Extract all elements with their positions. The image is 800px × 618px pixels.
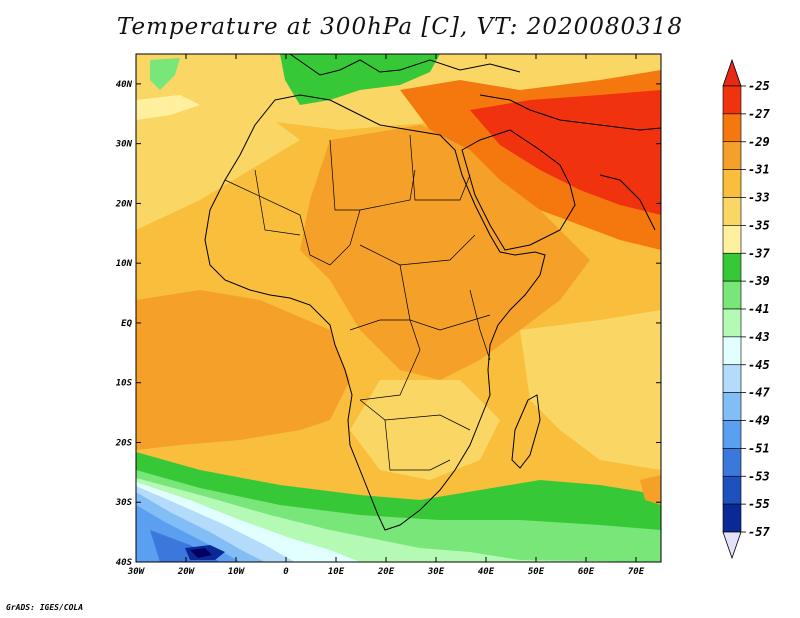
colorbar-segment (722, 475, 742, 505)
colorbar-segment (722, 113, 742, 143)
colorbar-low-end-triangle (722, 531, 742, 560)
lon-label: 70E (628, 567, 645, 577)
lon-label: 30E (427, 567, 445, 577)
colorbar-label: -51 (748, 441, 770, 455)
map-title: Temperature at 300hPa [C], VT: 202008031… (116, 14, 684, 40)
lon-label: 20E (377, 567, 395, 577)
lon-label: 20W (177, 567, 196, 577)
colorbar-label: -31 (748, 163, 770, 177)
colorbar-label: -55 (748, 497, 770, 511)
lat-label: 40S (116, 558, 133, 568)
colorbar-segment (722, 448, 742, 477)
colorbar-segment (722, 308, 742, 338)
colorbar-segment (722, 169, 742, 198)
colorbar-labels: -25 -27 -29 -31 -33 -35 -37 -39 -41 -43 -45 -47 -49 -… (741, 79, 770, 539)
colorbar-segment (722, 85, 742, 115)
colorbar-segment (722, 503, 742, 533)
lon-label: 10W (228, 567, 246, 577)
colorbar-high-end-triangle (722, 58, 742, 87)
lat-label: 10S (116, 379, 133, 389)
colorbar-label: -39 (748, 274, 770, 288)
colorbar-label: -41 (748, 302, 770, 316)
lat-label: 40N (116, 80, 133, 90)
lon-label: 30W (127, 567, 146, 577)
colorbar-label: -37 (748, 246, 770, 260)
lon-label: 50E (528, 567, 545, 577)
lon-label: 10E (328, 567, 345, 577)
lon-label: 40E (478, 567, 495, 577)
lat-label: 10N (116, 259, 133, 269)
colorbar-segment (722, 141, 742, 170)
lon-label: 0 (283, 567, 289, 577)
lat-label: 30S (115, 498, 133, 508)
colorbar-label: -33 (748, 191, 770, 205)
map-frame (135, 53, 662, 563)
lat-label: 30N (115, 140, 133, 150)
longitude-labels: 30W 20W 10W 0 10E 20E 30E 40E 50E 60E 70E (127, 567, 645, 577)
colorbar-label: -49 (748, 414, 770, 428)
colorbar-segment (722, 280, 742, 310)
temperature-field (136, 54, 661, 562)
latitude-labels: 40N 30N 20N 10N EQ 10S 20S 30S 40S (115, 80, 133, 568)
colorbar-segment (722, 420, 742, 449)
colorbar-label: -47 (748, 386, 770, 400)
colorbar-segment (722, 364, 742, 393)
colorbar-segment (722, 336, 742, 366)
colorbar-segment (722, 197, 742, 226)
lat-label: 20N (115, 199, 133, 209)
colorbar-label: -35 (748, 218, 770, 232)
colorbar-segment (722, 392, 742, 421)
lon-label: 60E (578, 567, 595, 577)
lat-label: 20S (115, 438, 133, 448)
country-borders (224, 134, 491, 471)
colorbar-label: -53 (748, 469, 770, 483)
colorbar-label: -57 (748, 525, 770, 539)
colorbar-label: -29 (748, 135, 770, 149)
lat-label: EQ (121, 319, 132, 329)
colorbar-label: -45 (748, 358, 770, 372)
colorbar-segment (722, 225, 742, 254)
colorbar-segment (722, 252, 742, 282)
colorbar (722, 58, 742, 560)
colorbar-label: -25 (748, 79, 770, 93)
colorbar-label: -27 (748, 107, 770, 121)
colorbar-label: -43 (748, 330, 770, 344)
coastline-outlines (204, 54, 661, 531)
axis-ticks (135, 54, 661, 563)
grads-credit: GrADS: IGES/COLA (6, 603, 84, 612)
